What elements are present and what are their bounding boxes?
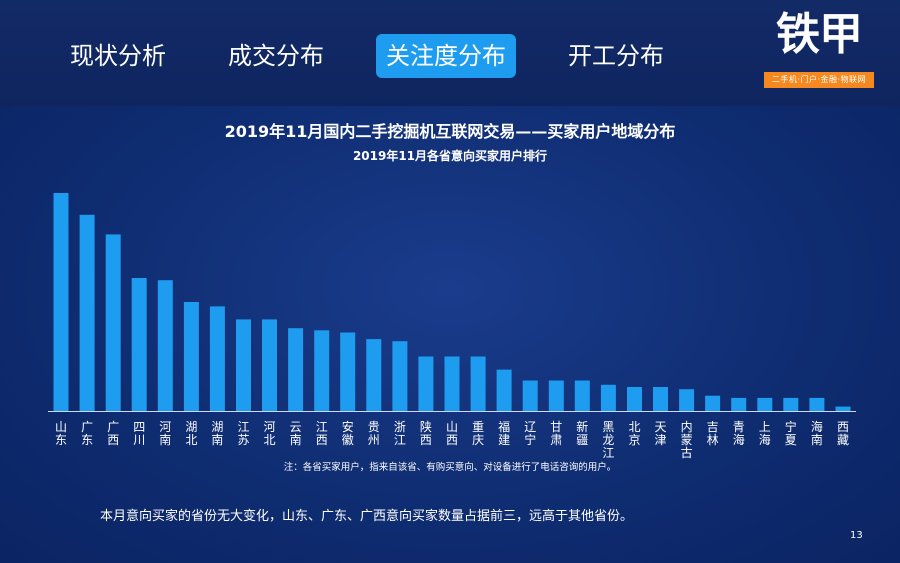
bar-辽宁 <box>522 380 538 411</box>
x-tick-label: 黑龙江 <box>602 420 614 460</box>
chart-footnote: 注：各省买家用户，指来自该省、有购买意向、对设备进行了电话咨询的用户。 <box>283 462 617 473</box>
bar-福建 <box>496 369 512 411</box>
bar-河南 <box>157 280 173 411</box>
x-tick-label: 天津 <box>654 420 666 447</box>
x-tick-label: 云南 <box>290 420 302 447</box>
bar-云南 <box>288 328 304 411</box>
tab-status-analysis[interactable]: 现状分析 <box>70 42 166 70</box>
chart-subtitle: 2019年11月各省意向买家用户排行 <box>352 149 548 163</box>
bar-安徽 <box>340 332 356 411</box>
x-tick-label: 四川 <box>133 420 145 447</box>
x-tick-label: 宁夏 <box>785 419 797 447</box>
x-tick-label: 广东 <box>81 420 93 447</box>
x-tick-label: 内蒙古 <box>681 420 693 460</box>
bar-山西 <box>444 356 460 411</box>
x-tick-label: 浙江 <box>394 420 406 447</box>
bar-青海 <box>731 397 747 411</box>
x-tick-label: 辽宁 <box>524 420 536 447</box>
bar-湖北 <box>183 302 199 411</box>
x-tick-label: 陕西 <box>420 419 432 447</box>
bar-山东 <box>53 193 69 411</box>
tab-operation-distribution[interactable]: 开工分布 <box>568 42 664 70</box>
x-tick-label: 河南 <box>159 420 171 447</box>
x-tick-label: 山东 <box>55 420 67 447</box>
bar-宁夏 <box>783 397 799 411</box>
x-tick-label: 山西 <box>446 420 458 447</box>
chart-title: 2019年11月国内二手挖掘机互联网交易——买家用户地域分布 <box>224 122 676 141</box>
summary-text: 本月意向买家的省份无大变化，山东、广东、广西意向买家数量占据前三，远高于其他省份… <box>100 509 634 524</box>
x-tick-label: 上海 <box>759 420 771 447</box>
x-tick-label: 江西 <box>316 420 328 447</box>
x-tick-label: 北京 <box>628 420 640 447</box>
bar-江苏 <box>236 319 251 411</box>
bar-西藏 <box>835 406 851 411</box>
x-tick-label: 安徽 <box>342 419 354 447</box>
x-tick-label: 福建 <box>498 419 510 447</box>
x-tick-label: 江苏 <box>237 420 249 447</box>
logo-tagline: 二手机·门户·金融·物联网 <box>764 72 874 88</box>
bar-黑龙江 <box>600 384 616 411</box>
x-tick-label: 湖南 <box>211 419 223 447</box>
tab-attention-distribution[interactable]: 关注度分布 <box>376 34 516 78</box>
page-number: 13 <box>850 530 863 541</box>
x-tick-label: 贵州 <box>368 420 380 447</box>
x-tick-label: 青海 <box>733 420 745 447</box>
x-tick-label: 西藏 <box>837 420 849 447</box>
bar-浙江 <box>392 341 408 411</box>
brand-logo: 铁甲 二手机·门户·金融·物联网 <box>764 8 874 88</box>
bar-上海 <box>757 397 773 411</box>
x-tick-label: 海南 <box>811 419 823 447</box>
x-tick-label: 广西 <box>107 420 119 447</box>
bar-新疆 <box>574 380 590 411</box>
bar-四川 <box>131 278 147 411</box>
bar-重庆 <box>470 356 486 411</box>
logo-name: 铁甲 <box>776 9 863 60</box>
bar-海南 <box>809 397 825 411</box>
main-background <box>0 106 900 563</box>
x-tick-label: 吉林 <box>707 420 719 447</box>
tab-bar: 现状分析 成交分布 关注度分布 开工分布 <box>60 34 716 78</box>
bar-陕西 <box>418 356 434 411</box>
x-tick-label: 重庆 <box>472 420 484 447</box>
tab-deal-distribution[interactable]: 成交分布 <box>228 42 324 70</box>
bar-广西 <box>105 234 121 411</box>
x-tick-label: 新疆 <box>576 419 588 447</box>
bar-广东 <box>79 214 95 411</box>
x-tick-label: 甘肃 <box>550 420 562 447</box>
bar-甘肃 <box>548 380 564 411</box>
bar-湖南 <box>209 306 225 411</box>
bar-贵州 <box>366 339 382 411</box>
bar-江西 <box>314 330 330 411</box>
x-tick-label: 湖北 <box>185 419 197 447</box>
x-tick-label: 河北 <box>263 420 275 447</box>
bar-北京 <box>627 387 642 411</box>
bar-内蒙古 <box>679 389 695 411</box>
bar-天津 <box>653 387 668 411</box>
bar-河北 <box>262 319 277 411</box>
bar-吉林 <box>705 395 721 411</box>
